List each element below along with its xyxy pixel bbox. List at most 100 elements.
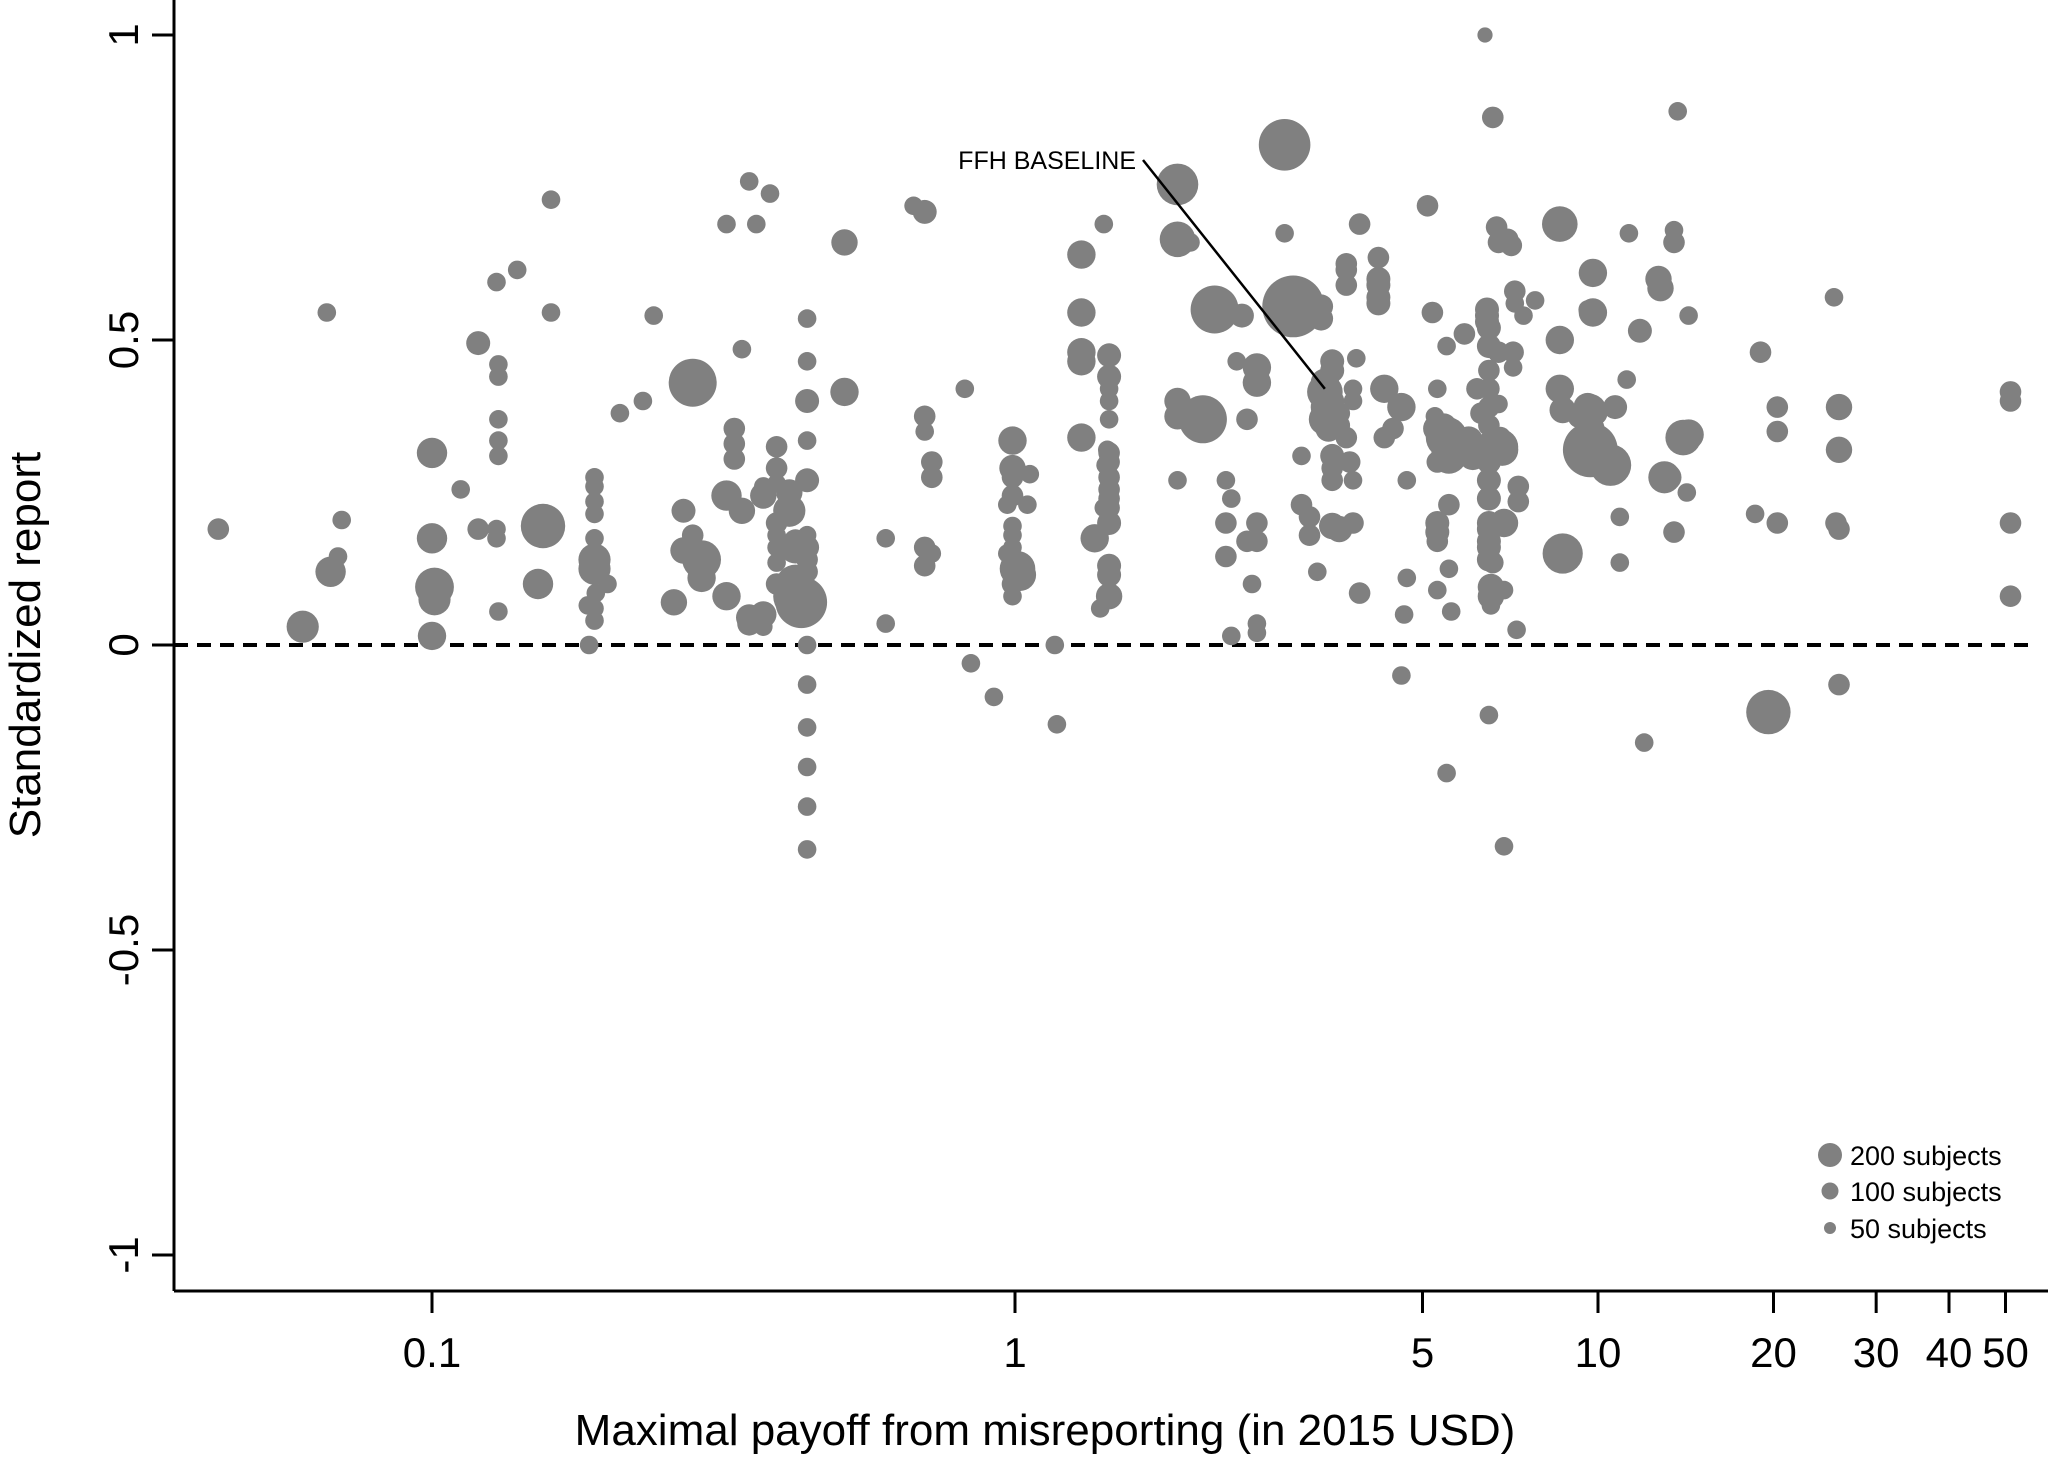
data-point — [1366, 267, 1391, 291]
data-point — [797, 675, 817, 694]
data-point — [1828, 518, 1850, 540]
data-point — [416, 437, 448, 469]
y-axis-label: Standardized report — [1, 452, 50, 838]
data-point — [1367, 246, 1390, 269]
data-point — [984, 687, 1004, 707]
data-point — [1617, 370, 1636, 389]
data-point — [1825, 436, 1853, 463]
x-ticks: 0.1 1 5 10 20 30 40 50 — [403, 1291, 2029, 1376]
data-point — [1392, 666, 1411, 685]
data-point — [1298, 524, 1321, 546]
data-point — [1476, 315, 1501, 340]
data-point — [489, 367, 508, 386]
x-tick-label: 10 — [1575, 1329, 1622, 1376]
data-point — [797, 525, 817, 545]
data-point — [1246, 530, 1268, 553]
data-point — [1647, 275, 1674, 302]
legend-marker — [1824, 1222, 1836, 1234]
data-point — [1320, 358, 1345, 383]
data-point — [1507, 620, 1526, 640]
data-point — [1001, 484, 1024, 507]
data-point — [1370, 374, 1399, 403]
y-tick-label: 0 — [100, 633, 147, 656]
data-point — [1090, 599, 1110, 618]
data-point — [1067, 240, 1096, 269]
data-point — [489, 446, 508, 466]
data-point — [915, 422, 934, 441]
data-point — [765, 457, 788, 479]
data-point — [541, 190, 561, 209]
data-point — [1335, 274, 1358, 296]
data-point — [754, 617, 773, 636]
data-point — [1387, 392, 1416, 422]
data-point — [1309, 294, 1334, 319]
data-point — [797, 840, 817, 859]
data-point — [760, 184, 780, 203]
data-point — [585, 504, 604, 524]
data-point — [1215, 512, 1237, 534]
legend-marker — [1818, 1143, 1842, 1167]
data-point — [1335, 252, 1358, 275]
annotation: FFH BASELINE — [958, 147, 1326, 390]
data-point — [1018, 495, 1037, 514]
data-point — [1397, 568, 1417, 588]
y-tick-label: -0.5 — [100, 914, 147, 986]
data-point — [507, 260, 527, 280]
data-point — [1246, 512, 1268, 534]
data-point — [598, 574, 617, 594]
data-point — [1583, 401, 1608, 426]
data-point — [795, 389, 820, 413]
data-point — [1275, 224, 1294, 243]
x-tick-label: 40 — [1926, 1329, 1973, 1376]
data-point — [1222, 489, 1241, 508]
data-point — [797, 431, 817, 450]
data-point — [489, 410, 508, 429]
data-point — [1627, 318, 1652, 343]
data-point — [1663, 231, 1685, 254]
data-point — [1766, 512, 1789, 534]
data-point — [1746, 689, 1791, 735]
data-point — [585, 477, 604, 496]
y-ticks: 1 0.5 0 -0.5 -1 — [100, 23, 174, 1274]
data-point — [1745, 504, 1765, 524]
data-point — [1348, 213, 1371, 235]
data-point — [1655, 464, 1682, 491]
data-point — [1481, 596, 1501, 615]
data-point — [1229, 303, 1254, 328]
data-point — [1603, 395, 1628, 420]
data-point — [1247, 623, 1267, 643]
data-point — [921, 451, 943, 473]
data-point — [1766, 420, 1789, 443]
x-tick-label: 0.1 — [403, 1329, 461, 1376]
data-point — [1181, 233, 1200, 252]
data-points — [207, 27, 2022, 859]
data-point — [1338, 451, 1361, 473]
data-point — [489, 602, 508, 621]
data-point — [487, 529, 506, 548]
data-point — [1216, 471, 1236, 490]
data-point — [765, 436, 788, 458]
data-point — [1478, 378, 1500, 400]
data-point — [1099, 391, 1119, 411]
data-point — [1766, 396, 1789, 418]
data-point — [797, 797, 817, 816]
data-point — [728, 497, 756, 524]
data-point — [1242, 574, 1262, 594]
data-point — [1494, 580, 1514, 600]
data-point — [1475, 297, 1499, 322]
data-point — [1578, 298, 1608, 327]
x-tick-label: 5 — [1411, 1329, 1434, 1376]
data-point — [1067, 423, 1096, 452]
data-point — [1397, 471, 1417, 490]
data-point — [1292, 446, 1311, 466]
data-point — [1999, 585, 2022, 607]
data-point — [1999, 512, 2022, 534]
data-point — [732, 339, 752, 359]
data-point — [416, 523, 448, 554]
data-point — [1824, 288, 1844, 307]
data-point — [1503, 358, 1523, 377]
x-axis-label: Maximal payoff from misreporting (in 201… — [575, 1406, 1516, 1455]
data-point — [1342, 512, 1364, 534]
data-point — [1634, 733, 1654, 752]
